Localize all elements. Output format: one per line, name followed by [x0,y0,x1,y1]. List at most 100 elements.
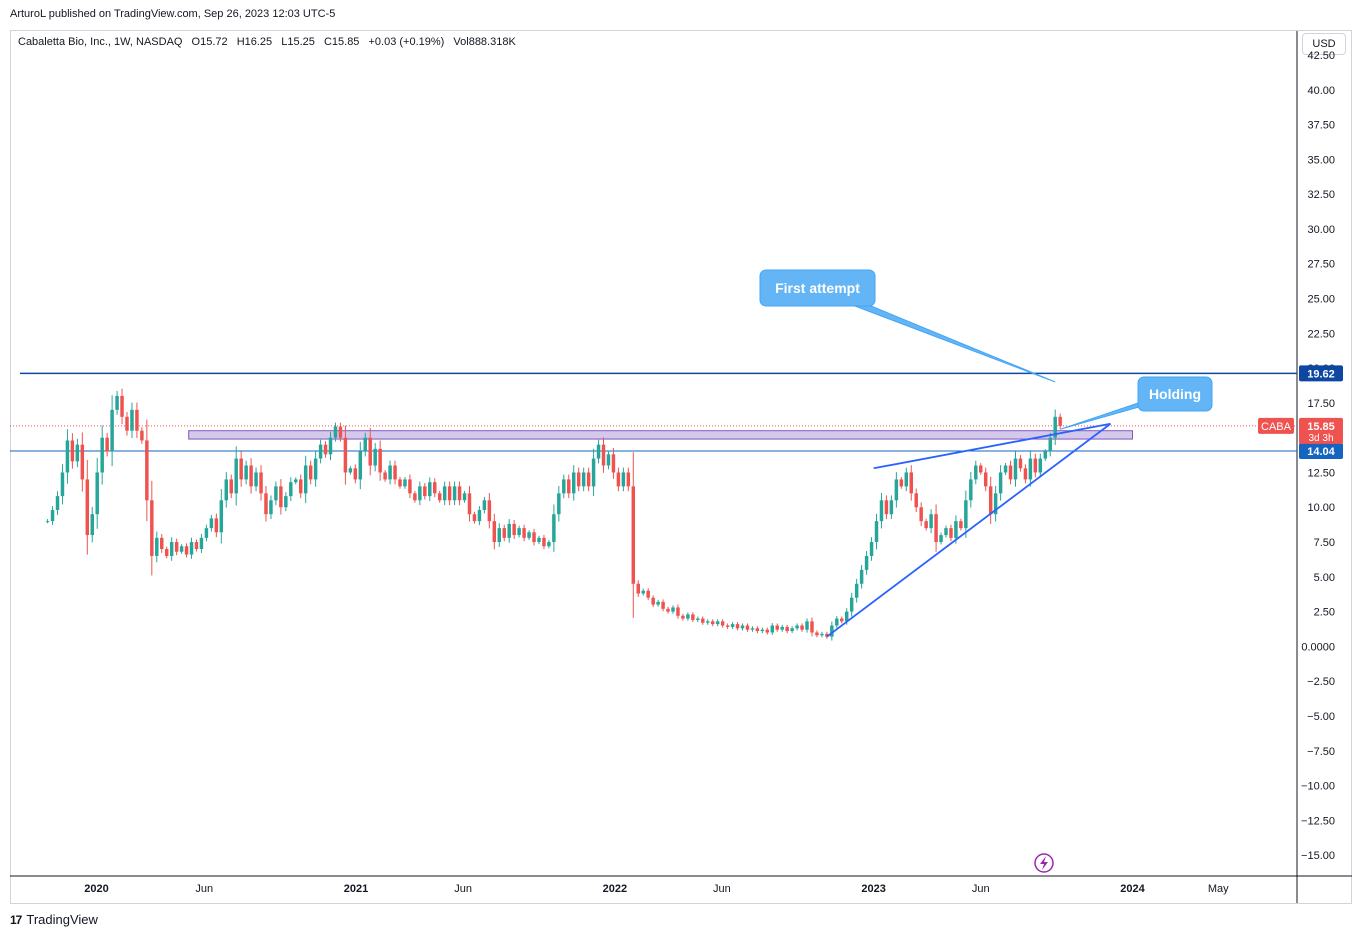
candle-body [189,542,194,555]
candle-body [383,472,387,480]
candle-body [586,472,591,487]
candle-body [671,607,675,612]
ohlc-low: L15.25 [281,36,315,48]
candle-body [631,486,636,584]
lightning-bolt-icon [1040,856,1048,870]
candle-body [532,532,536,543]
candle-body [125,416,129,431]
candle-body [939,535,943,543]
candle-body [527,532,531,538]
support-label: 14.04 [1307,446,1335,458]
candle-body [825,633,829,637]
candle-body [557,493,561,515]
candle-body [492,521,497,543]
x-tick-label: 2020 [84,883,108,895]
y-tick-label: 32.50 [1307,189,1335,201]
candle-body [204,528,209,538]
candle-body [959,521,963,529]
y-tick-label: 27.50 [1307,259,1335,271]
candle-body [1048,437,1052,452]
candle-body [840,618,844,622]
symbol-badge-label: CABA [1261,421,1292,433]
symbol-badge [1258,417,1294,434]
candle-body [636,583,640,594]
candle-body [95,472,99,515]
candle-body [899,479,904,487]
candle-body [333,426,338,438]
currency-button[interactable]: USD [1302,33,1346,55]
symbol-legend: Cabaletta Bio, Inc., 1W, NASDAQ O15.72 H… [18,36,522,48]
candle-body [770,625,775,633]
candle-body [720,621,725,626]
candle-body [239,458,243,480]
candle-body [924,521,928,529]
candle-body [467,493,472,515]
candle-body [626,472,631,487]
candle-body [740,625,745,629]
candle-body [75,444,80,462]
candle-body [442,486,447,501]
last-price-label: 15.85 [1307,421,1335,433]
y-tick-label: 17.50 [1307,398,1335,410]
candle-body [284,496,288,508]
candle-body [1008,465,1013,480]
candle-body [656,601,660,605]
candle-body [974,465,978,480]
candle-body [194,542,199,549]
candle-body [358,451,363,480]
candle-body [944,528,948,536]
x-tick-label: Jun [713,883,731,895]
resistance-badge [1299,365,1343,382]
candle-body [909,472,913,494]
resistance-label: 19.62 [1307,368,1335,380]
y-tick-label: 37.50 [1307,120,1335,132]
candle-body [1033,458,1038,473]
candle-body [249,465,253,487]
candle-body [130,409,134,431]
candle-body [323,444,328,455]
candle-body [725,625,730,627]
candle-body [820,633,824,636]
candle-body [646,590,650,598]
candle-body [884,500,889,515]
y-tick-label: −15.00 [1301,850,1335,862]
candle-body [775,625,779,630]
candle-body [363,437,367,452]
candle-body [120,395,124,417]
y-tick-label: −12.50 [1301,815,1335,827]
candle-body [507,523,511,538]
candle-body [581,472,586,487]
candle-body [289,482,293,497]
candle-body [70,440,75,462]
x-tick-label: 2022 [603,883,627,895]
x-tick-label: May [1208,883,1229,895]
candle-body [745,625,750,630]
candle-body [542,537,546,547]
trendline-rising-support [826,423,1112,638]
candle-body [214,518,219,533]
candle-body [279,486,283,508]
candle-body [487,500,492,522]
candle-body [164,548,169,556]
candle-body [343,437,348,473]
footer-brand-name: TradingView [26,912,98,927]
candle-body [135,409,139,431]
candle-body [537,537,541,543]
y-tick-label: −2.50 [1307,676,1335,688]
candle-body [65,440,70,473]
candle-body [894,479,899,501]
candle-body [234,458,238,494]
candle-body [765,629,770,633]
candle-body [954,521,958,538]
candle-body [914,493,918,508]
candle-body [864,555,869,570]
candle-body [388,465,392,480]
candle-body [199,537,204,549]
ohlc-volume: Vol888.318K [453,36,516,48]
y-tick-label: 12.50 [1307,467,1335,479]
candle-body [676,607,680,616]
candle-body [1058,416,1062,426]
candle-body [1038,458,1043,473]
candle-body [859,569,864,584]
